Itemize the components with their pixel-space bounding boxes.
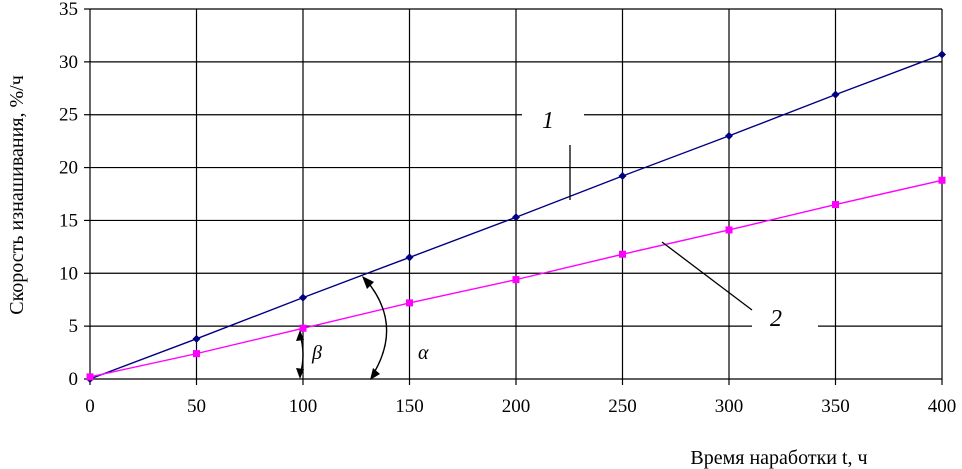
- series-2-label: 2: [770, 306, 782, 332]
- label-2-gap: [752, 316, 818, 338]
- angle-beta-arrowhead-top: [296, 330, 304, 341]
- angle-alpha-arc: [365, 279, 388, 377]
- series-1-point-5: [618, 172, 627, 181]
- series-1-point-8: [938, 50, 946, 59]
- angle-beta-arrowhead-bottom: [296, 368, 304, 379]
- series-2-point-6: [725, 226, 733, 234]
- grid: [84, 8, 943, 385]
- series-2-point-5: [619, 250, 626, 258]
- annotations: 1 2 α β: [296, 108, 818, 380]
- series-1-point-2: [299, 293, 307, 302]
- x-tick-label-1: 50: [187, 396, 206, 417]
- y-tick-label-0: 0: [69, 369, 79, 390]
- x-tick-label-5: 250: [608, 396, 637, 417]
- series-1-point-1: [192, 334, 201, 343]
- series-2-point-4: [512, 276, 520, 284]
- series-2-point-0: [86, 373, 94, 381]
- x-tick-label-0: 0: [85, 396, 95, 417]
- x-tick-label-3: 150: [395, 396, 424, 417]
- y-axis-title: Скорость изнашивания, %/ч: [6, 75, 28, 315]
- x-tick-label-8: 400: [928, 396, 957, 417]
- series-2-point-8: [938, 176, 946, 184]
- series-1-label: 1: [542, 108, 554, 134]
- y-tick-label-6: 30: [59, 52, 78, 73]
- x-axis-title: Время наработки t, ч: [690, 447, 867, 469]
- series-2-point-7: [832, 201, 839, 209]
- series-2-point-1: [193, 350, 200, 358]
- angle-alpha-arrowhead-top: [362, 276, 374, 289]
- y-tick-label-5: 25: [59, 105, 78, 126]
- series-1-point-7: [831, 90, 840, 99]
- series-1-point-4: [512, 213, 520, 222]
- x-tick-label-6: 300: [715, 396, 744, 417]
- series-1-point-6: [725, 131, 733, 140]
- tick-labels: 0 50 100 150 200 250 300 350 400 0 5 10 15 20 25 30 35: [59, 0, 956, 417]
- x-tick-label-7: 350: [821, 396, 850, 417]
- y-tick-label-3: 15: [59, 210, 78, 231]
- x-tick-label-2: 100: [289, 396, 318, 417]
- y-tick-label-4: 20: [59, 158, 78, 179]
- angle-beta-label: β: [311, 342, 322, 364]
- series-1-point-3: [405, 253, 414, 262]
- label-2-leader: [661, 241, 753, 311]
- y-tick-label-2: 10: [59, 263, 78, 284]
- y-tick-label-7: 35: [59, 0, 78, 20]
- y-tick-label-1: 5: [69, 316, 79, 337]
- x-tick-label-4: 200: [502, 396, 531, 417]
- series-2-point-2: [299, 324, 307, 332]
- series-2-point-3: [406, 299, 413, 307]
- angle-alpha-label: α: [418, 342, 429, 364]
- series-layer: [86, 50, 946, 383]
- angle-alpha-arrowhead-bottom: [370, 368, 380, 380]
- label-1-gap: [522, 108, 584, 130]
